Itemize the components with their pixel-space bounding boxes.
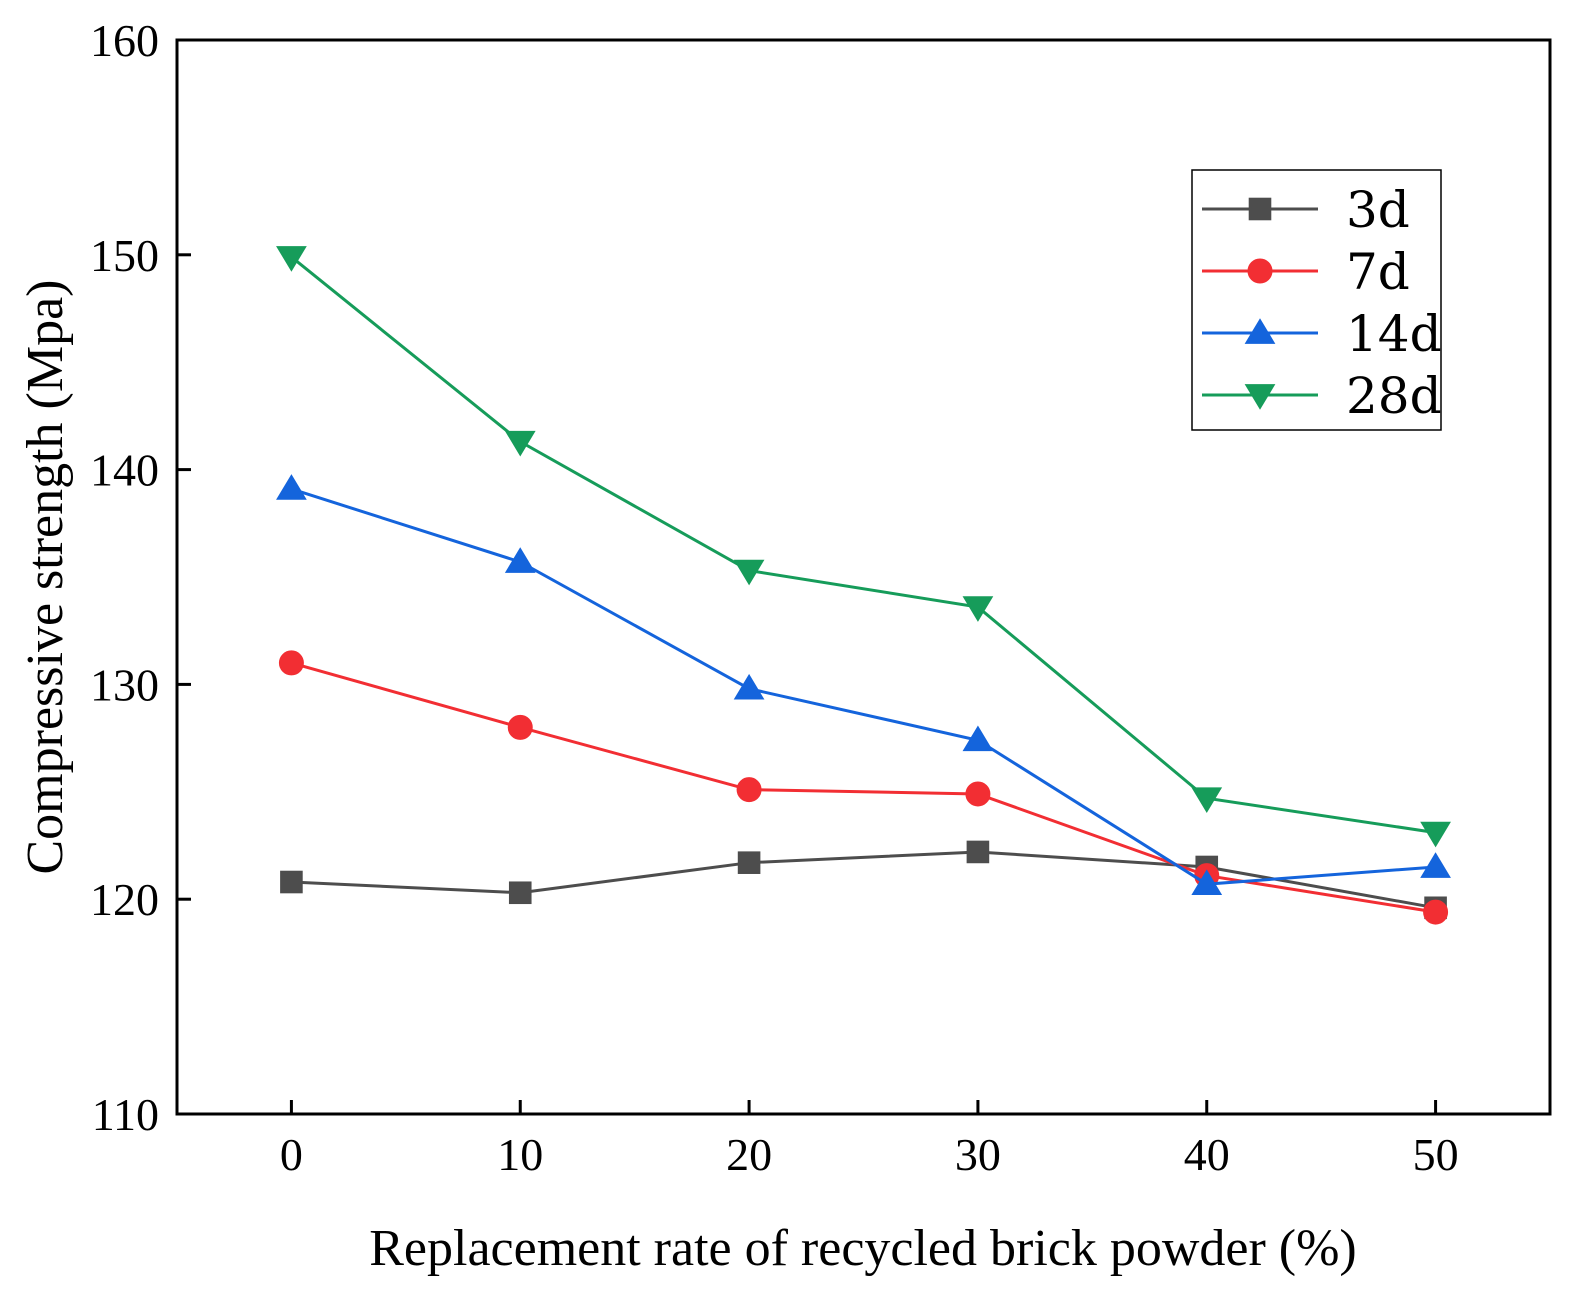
legend-marker (1244, 384, 1276, 410)
y-tick-label: 130 (90, 659, 159, 710)
y-tick-label: 160 (90, 15, 159, 66)
data-point-28d (962, 596, 994, 622)
legend-marker (1247, 258, 1273, 284)
data-point-14d (276, 474, 307, 500)
data-point-14d (1191, 869, 1223, 896)
data-point-28d (276, 246, 307, 272)
data-point-7d (507, 714, 533, 740)
data-point-14d (504, 547, 536, 573)
legend-item-28d: 28d (1202, 367, 1442, 425)
y-axis-label: Compressive strength (Mpa) (17, 279, 74, 874)
data-point-7d (278, 650, 304, 676)
legend-marker (1244, 318, 1276, 344)
x-tick-label: 30 (955, 1129, 1001, 1180)
data-point-7d (965, 781, 991, 807)
legend-box (1191, 169, 1442, 431)
data-point-28d (504, 430, 536, 457)
x-tick-label: 50 (1413, 1129, 1459, 1180)
legend-marker (1248, 197, 1272, 221)
series-7d (278, 650, 1449, 925)
legend-label: 7d (1346, 243, 1410, 301)
series-line-3d (291, 850, 1436, 910)
y-tick-label: 110 (92, 1089, 159, 1140)
series-line-14d (290, 487, 1436, 886)
legend-item-7d: 7d (1202, 243, 1410, 301)
plot-frame (175, 38, 1552, 1116)
y-tick-label: 120 (90, 874, 159, 925)
y-axis: 110 120 130 140 150 160 (90, 15, 191, 1140)
x-axis-label: Replacement rate of recycled brick powde… (369, 1220, 1357, 1277)
data-point-14d (733, 673, 765, 700)
y-tick-label: 140 (90, 445, 159, 496)
data-point-14d (962, 725, 994, 752)
data-point-28d (1191, 787, 1223, 814)
data-point-14d (1420, 852, 1451, 878)
x-tick-label: 40 (1184, 1129, 1230, 1180)
series-line-28d (290, 255, 1436, 835)
data-point-3d (737, 851, 761, 874)
series-line-7d (291, 661, 1436, 914)
x-axis: 0 10 20 30 40 50 (280, 1100, 1459, 1180)
legend-label: 28d (1346, 367, 1442, 425)
legend-label: 3d (1346, 181, 1410, 239)
data-point-7d (736, 777, 762, 803)
legend-label: 14d (1346, 305, 1442, 363)
data-point-28d (733, 559, 765, 586)
x-tick-label: 10 (497, 1129, 543, 1180)
legend-item-14d: 14d (1202, 305, 1442, 363)
data-point-28d (1420, 821, 1451, 848)
y-tick-label: 150 (90, 230, 159, 281)
series-28d (276, 246, 1451, 848)
x-tick-label: 20 (726, 1129, 772, 1180)
series-layer (276, 246, 1451, 925)
x-tick-label: 0 (280, 1129, 303, 1180)
data-point-3d (966, 840, 990, 864)
data-point-7d (1423, 899, 1449, 925)
legend-item-3d: 3d (1202, 181, 1410, 239)
series-14d (276, 474, 1451, 896)
data-point-3d (280, 870, 303, 894)
data-point-3d (508, 881, 532, 905)
